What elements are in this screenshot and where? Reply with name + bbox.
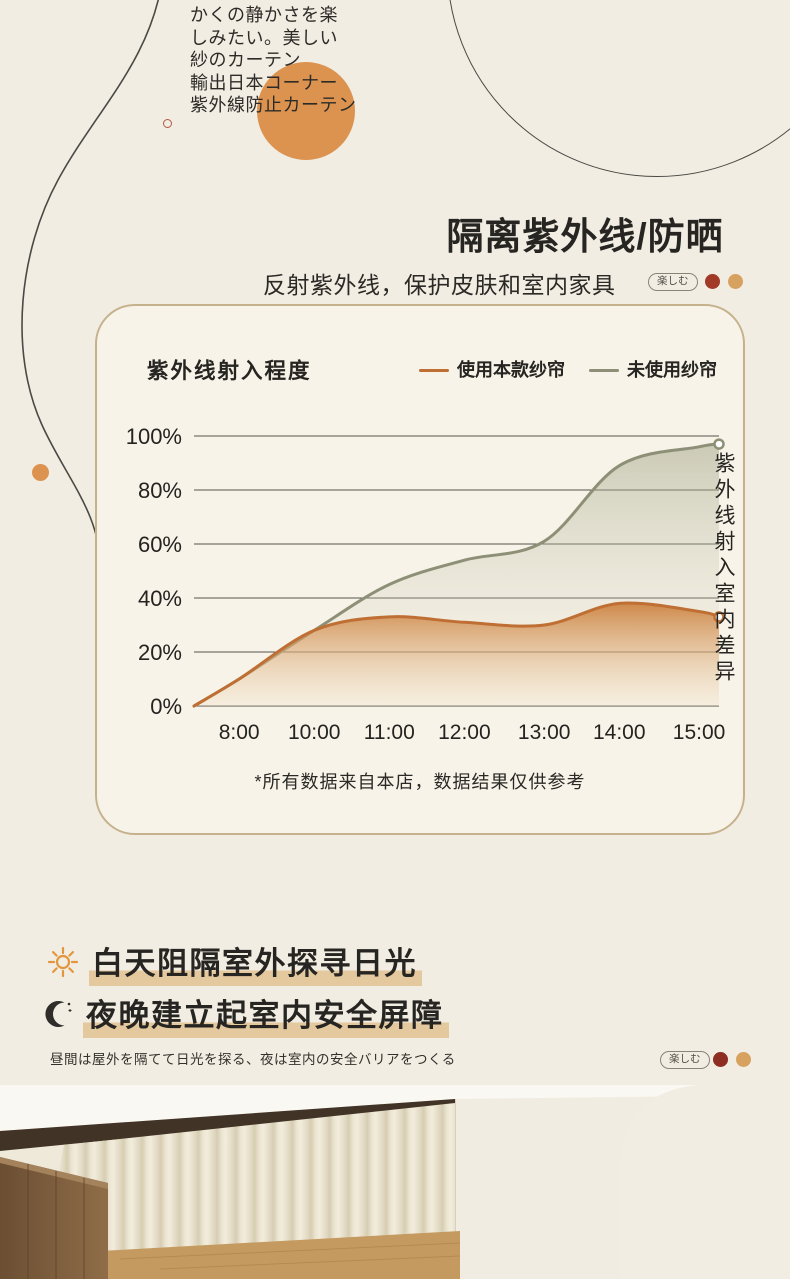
decor-orange-circle — [257, 62, 355, 160]
x-tick-label: 11:00 — [364, 721, 415, 744]
sun-icon — [47, 946, 79, 978]
y-tick-label: 0% — [150, 694, 182, 719]
y-tick-label: 20% — [138, 640, 182, 665]
decor-dot-tan — [736, 1052, 751, 1067]
intro-japanese-text: かくの静かさを楽 しみたい。美しい 紗のカーテン 輸出日本コーナー 紫外線防止カ… — [190, 5, 357, 115]
chart-title: 紫外线射入程度 — [147, 359, 312, 383]
legend-item-with-curtain: 使用本款纱帘 — [419, 356, 565, 382]
x-tick-label: 14:00 — [593, 721, 646, 744]
blob-path — [21, 0, 159, 571]
chart-footnote: *所有数据来自本店，数据结果仅供参考 — [254, 772, 586, 792]
legend-item-without-curtain: 未使用纱帘 — [589, 356, 717, 382]
daynight-line2: 夜晚建立起室内安全屏障 — [83, 990, 449, 1038]
legend-swatch-green — [589, 368, 619, 372]
section-title-uv: 隔离紫外线/防晒 — [446, 216, 724, 257]
daynight-row-night: 夜晚建立起室内安全屏障 — [44, 990, 449, 1038]
room-photo — [0, 1085, 790, 1279]
y-tick-label: 60% — [138, 532, 182, 557]
tanoshimu-badge: 楽しむ — [648, 273, 698, 291]
daynight-row-day: 白天阻隔室外探寻日光 — [46, 938, 422, 986]
photo-wood-cabinet — [0, 1157, 108, 1279]
legend-label: 未使用纱帘 — [627, 360, 717, 380]
photo-wood-floor — [100, 1231, 460, 1279]
decor-blob-outline — [21, 0, 159, 571]
series-area — [194, 603, 719, 706]
y-tick-label: 100% — [126, 424, 182, 449]
legend-swatch-orange — [419, 368, 449, 372]
x-tick-label: 12:00 — [438, 721, 491, 744]
chart-right-axis-label: 紫外线射入室内差异 — [712, 452, 735, 686]
daynight-section: 白天阻隔室外探寻日光 夜晚建立起室内安全屏障 昼間は屋外を隔てて日光を探る、夜は… — [0, 930, 790, 1090]
decor-red-ring — [163, 119, 172, 128]
chart-legend: 使用本款纱帘 未使用纱帘 — [419, 356, 717, 382]
decor-dot-red — [713, 1052, 728, 1067]
photo-cream-overlay — [620, 1085, 790, 1279]
series-end-dot — [713, 438, 725, 450]
series-end-dot — [713, 611, 725, 623]
daynight-japanese-caption: 昼間は屋外を隔てて日光を探る、夜は室内の安全バリアをつくる — [50, 1052, 456, 1067]
decor-dot-red — [705, 274, 720, 289]
uv-chart-card: 紫外线射入程度 使用本款纱帘 未使用纱帘 0% 20% 40% 60% 80% 100% 8… — [95, 304, 745, 835]
moon-icon — [45, 1001, 72, 1027]
x-tick-label: 10:00 — [288, 721, 341, 744]
decor-orange-dot — [32, 464, 49, 481]
photo-floor-seams — [119, 1242, 461, 1270]
photo-ceiling — [0, 1085, 790, 1131]
y-tick-label: 80% — [138, 478, 182, 503]
x-tick-label: 13:00 — [518, 721, 571, 744]
daynight-line1: 白天阻隔室外探寻日光 — [89, 938, 422, 986]
series-line — [192, 601, 721, 708]
legend-label: 使用本款纱帘 — [457, 360, 565, 380]
decor-circle-outline — [447, 0, 790, 177]
section-subtitle-uv: 反射紫外线，保护皮肤和室内家具 — [263, 272, 616, 298]
decor-dot-tan — [728, 274, 743, 289]
photo-curtain-track — [0, 1099, 455, 1151]
photo-sheer-curtain — [38, 1103, 455, 1279]
photo-cabinet-top-edge — [0, 1157, 108, 1189]
y-tick-label: 40% — [138, 586, 182, 611]
uv-area-chart: 0% 20% 40% 60% 80% 100% 8:00 10:00 11:00 12:00 13:… — [126, 424, 726, 744]
x-tick-label: 15:00 — [673, 721, 726, 744]
x-tick-label: 8:00 — [219, 721, 260, 744]
photo-cabinet-planks — [27, 1164, 85, 1279]
tanoshimu-badge: 楽しむ — [660, 1051, 710, 1069]
